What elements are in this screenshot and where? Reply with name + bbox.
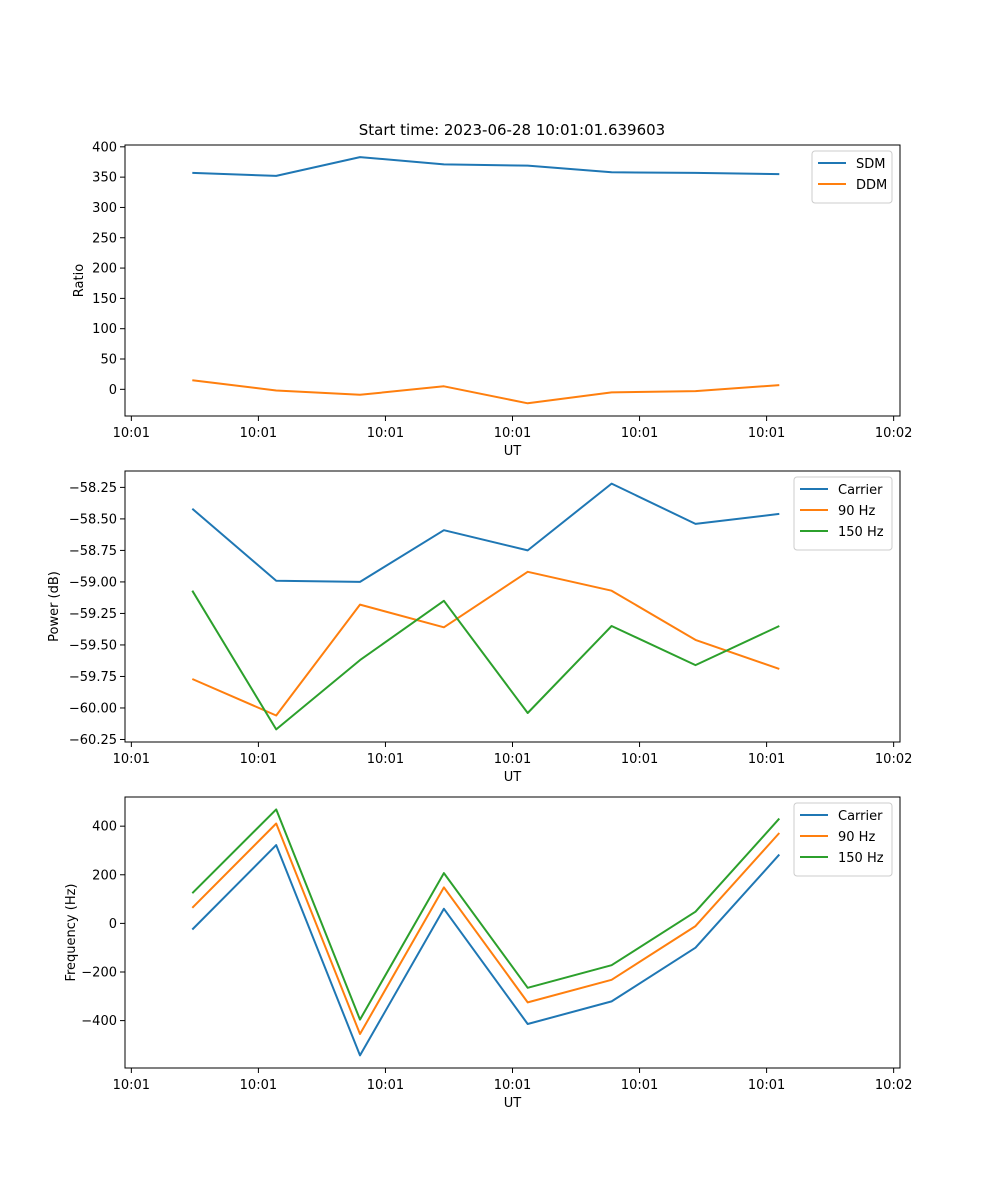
x-tick-label: 10:01 (748, 426, 785, 441)
x-axis-label: UT (504, 444, 522, 459)
x-axis-label: UT (504, 770, 522, 785)
y-axis-label: Frequency (Hz) (64, 883, 79, 981)
x-tick-label: 10:01 (367, 426, 404, 441)
y-tick-label: −400 (81, 1014, 117, 1029)
legend: Carrier 90 Hz 150 Hz (793, 802, 893, 877)
x-tick-label: 10:01 (113, 1078, 150, 1093)
legend: SDM DDM (811, 150, 893, 204)
x-tick-label: 10:01 (621, 426, 658, 441)
chart-panel-3: 10:01 10:01 10:01 10:01 10:01 10:01 10:02 −400 −… (64, 796, 912, 1111)
y-tick-label: −59.50 (69, 638, 117, 653)
x-tick-label: 10:02 (875, 752, 912, 767)
x-tick-label: 10:01 (240, 426, 277, 441)
y-tick-label: 300 (92, 201, 117, 216)
y-tick-label: −59.75 (69, 670, 117, 685)
series-line-ddm (192, 379, 780, 405)
y-tick-label: 100 (92, 322, 117, 337)
x-tick-label: 10:01 (494, 752, 531, 767)
legend-label: DDM (856, 178, 887, 193)
series-line-sdm (192, 156, 780, 177)
chart-panel-1: 10:01 10:01 10:01 10:01 10:01 10:01 10:02 0 50 10… (72, 140, 912, 459)
x-tick-label: 10:01 (113, 752, 150, 767)
y-tick-label: 250 (92, 231, 117, 246)
legend-label: 90 Hz (838, 504, 875, 519)
x-tick-label: 10:01 (748, 1078, 785, 1093)
y-tick-label: −60.25 (69, 733, 117, 748)
x-tick-label: 10:01 (494, 426, 531, 441)
x-tick-label: 10:02 (875, 1078, 912, 1093)
y-tick-label: 0 (109, 383, 117, 398)
x-tick-label: 10:01 (240, 752, 277, 767)
legend-label: 90 Hz (838, 830, 875, 845)
y-axis-label: Ratio (72, 264, 87, 297)
y-tick-label: 150 (92, 292, 117, 307)
x-tick-label: 10:01 (113, 426, 150, 441)
series-line-carrier (191, 844, 781, 1057)
panels: 10:01 10:01 10:01 10:01 10:01 10:01 10:02 0 50 10… (47, 140, 912, 1111)
legend-label: SDM (856, 157, 885, 172)
series-line-150-hz (191, 590, 780, 731)
chart-title: Start time: 2023-06-28 10:01:01.639603 (359, 121, 665, 139)
y-tick-label: −200 (81, 965, 117, 980)
y-tick-label: −58.50 (69, 512, 117, 527)
y-tick-label: 350 (92, 171, 117, 186)
x-axis-label: UT (504, 1096, 522, 1111)
legend-label: 150 Hz (838, 525, 884, 540)
y-tick-label: −59.25 (69, 607, 117, 622)
y-axis-label: Power (dB) (47, 571, 62, 642)
x-tick-label: 10:01 (621, 1078, 658, 1093)
y-tick-label: 200 (92, 868, 117, 883)
x-tick-label: 10:01 (240, 1078, 277, 1093)
x-tick-label: 10:01 (367, 1078, 404, 1093)
y-tick-label: −58.25 (69, 481, 117, 496)
y-tick-label: 50 (100, 353, 117, 368)
legend-label: 150 Hz (838, 851, 884, 866)
y-tick-label: −60.00 (69, 701, 117, 716)
legend-label: Carrier (838, 809, 883, 824)
series-line-150-hz (191, 808, 781, 1021)
x-tick-label: 10:01 (494, 1078, 531, 1093)
series-line-90-hz (191, 570, 780, 717)
chart-panel-2: 10:01 10:01 10:01 10:01 10:01 10:01 10:02 −60.2… (47, 470, 912, 785)
y-tick-label: 400 (92, 140, 117, 155)
y-tick-label: 200 (92, 262, 117, 277)
y-tick-label: 0 (109, 917, 117, 932)
series-line-90-hz (191, 822, 781, 1035)
y-tick-label: −59.00 (69, 575, 117, 590)
x-tick-label: 10:01 (621, 752, 658, 767)
legend: Carrier 90 Hz 150 Hz (793, 476, 893, 551)
x-tick-label: 10:01 (748, 752, 785, 767)
x-tick-label: 10:01 (367, 752, 404, 767)
series-line-carrier (191, 482, 780, 583)
y-tick-label: 400 (92, 820, 117, 835)
y-tick-label: −58.75 (69, 544, 117, 559)
legend-label: Carrier (838, 483, 883, 498)
x-tick-label: 10:02 (875, 426, 912, 441)
